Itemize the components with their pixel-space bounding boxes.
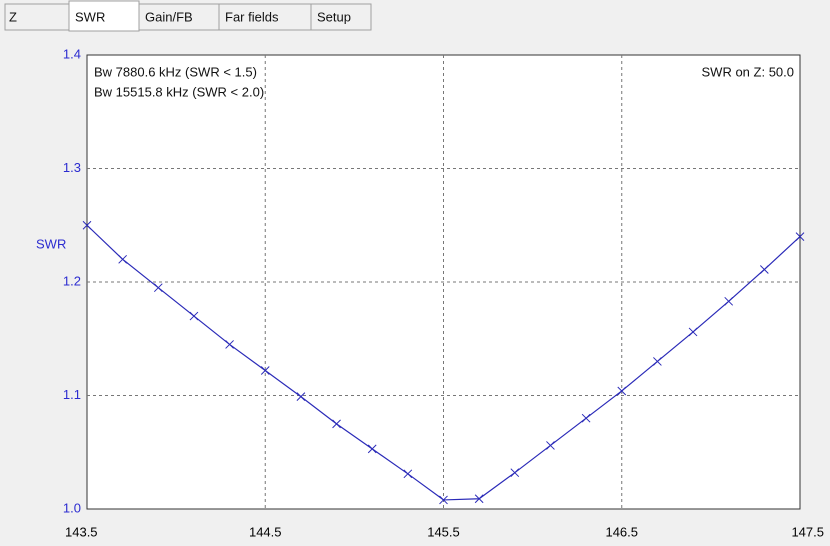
marks xyxy=(82,220,805,505)
point-marker xyxy=(153,283,163,293)
annotation: SWR on Z: 50.0 xyxy=(702,64,794,79)
tab-label[interactable]: Far fields xyxy=(225,9,279,24)
point-marker xyxy=(296,392,306,401)
tab[interactable] xyxy=(68,0,140,32)
point-marker xyxy=(724,296,734,306)
point-marker xyxy=(82,220,92,230)
y-tick-label: 1.4 xyxy=(63,46,81,61)
grid xyxy=(87,55,800,509)
point-marker xyxy=(225,340,234,349)
tab-label[interactable]: Gain/FB xyxy=(145,9,193,24)
annotation: Bw 7880.6 kHz (SWR < 1.5) xyxy=(94,64,257,79)
tab-label[interactable]: SWR xyxy=(75,9,105,24)
x-tick-label: 145.5 xyxy=(427,524,460,539)
point-marker xyxy=(510,468,520,478)
y-tick-label: 1.3 xyxy=(63,160,81,175)
point-marker xyxy=(367,444,377,454)
point-marker xyxy=(332,419,341,429)
point-marker xyxy=(403,469,413,479)
point-marker xyxy=(653,357,662,366)
x-tick-label: 143.5 xyxy=(65,524,98,539)
annotation: Bw 15515.8 kHz (SWR < 2.0) xyxy=(94,84,264,99)
tab[interactable] xyxy=(4,3,70,31)
x-tick-label: 146.5 xyxy=(605,524,638,539)
y-axis-label: SWR xyxy=(36,236,66,251)
point-marker xyxy=(260,366,270,375)
point-marker xyxy=(439,495,448,505)
point-marker xyxy=(795,232,805,241)
y-tick-label: 1.1 xyxy=(63,387,81,402)
point-marker xyxy=(189,311,199,321)
tab-label[interactable]: Z xyxy=(9,9,17,24)
point-marker xyxy=(617,386,627,396)
x-tick-label: 147.5 xyxy=(791,524,824,539)
point-marker xyxy=(581,413,591,423)
tab[interactable] xyxy=(218,3,312,31)
y-tick-label: 1.0 xyxy=(63,500,81,515)
point-marker xyxy=(118,254,128,264)
tab-bar: Z SWR Gain/FB Far fields Setup xyxy=(4,0,372,32)
tab-label[interactable]: Setup xyxy=(317,9,351,24)
point-marker xyxy=(474,494,484,504)
tab[interactable] xyxy=(138,3,220,31)
y-tick-label: 1.2 xyxy=(63,273,81,288)
point-marker xyxy=(546,441,555,450)
x-tick-label: 144.5 xyxy=(249,524,282,539)
point-marker xyxy=(759,265,769,274)
tab[interactable] xyxy=(310,3,372,31)
point-marker xyxy=(688,327,698,337)
